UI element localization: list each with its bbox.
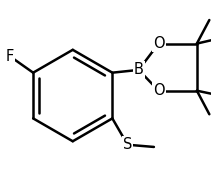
Text: O: O xyxy=(153,36,165,51)
Text: B: B xyxy=(134,62,144,77)
Text: S: S xyxy=(123,137,132,152)
Text: O: O xyxy=(153,83,165,98)
Text: F: F xyxy=(6,49,14,64)
